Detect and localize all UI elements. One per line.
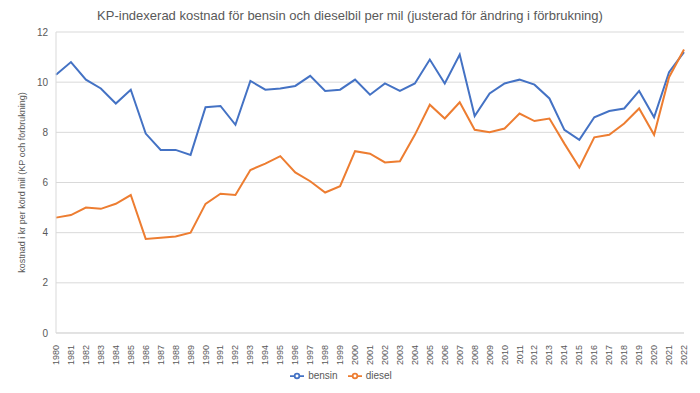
svg-text:2010: 2010 — [500, 345, 510, 365]
svg-text:4: 4 — [42, 227, 48, 238]
svg-text:1998: 1998 — [320, 345, 330, 365]
svg-text:1989: 1989 — [186, 345, 196, 365]
svg-text:2006: 2006 — [440, 345, 450, 365]
svg-text:12: 12 — [37, 27, 49, 38]
svg-text:8: 8 — [42, 127, 48, 138]
html-text:diesel: diesel — [365, 369, 392, 381]
svg-text:1983: 1983 — [96, 345, 106, 365]
svg-text:10: 10 — [37, 77, 49, 88]
svg-text:2001: 2001 — [365, 345, 375, 365]
svg-text:2013: 2013 — [544, 345, 554, 365]
svg-text:0: 0 — [42, 328, 48, 339]
svg-text:2003: 2003 — [395, 345, 405, 365]
html-text:bensin: bensin — [308, 369, 338, 381]
svg-text:2022: 2022 — [679, 345, 689, 365]
svg-text:2018: 2018 — [619, 345, 629, 365]
svg-text:2004: 2004 — [410, 345, 420, 365]
svg-text:1988: 1988 — [171, 345, 181, 365]
svg-text:2000: 2000 — [350, 345, 360, 365]
svg-text:2016: 2016 — [589, 345, 599, 365]
svg-text:1985: 1985 — [126, 345, 136, 365]
svg-text:2021: 2021 — [664, 345, 674, 365]
svg-text:1999: 1999 — [335, 345, 345, 365]
svg-text:2015: 2015 — [574, 345, 584, 365]
svg-text:2007: 2007 — [455, 345, 465, 365]
svg-text:2009: 2009 — [485, 345, 495, 365]
svg-text:1982: 1982 — [81, 345, 91, 365]
svg-text:6: 6 — [42, 177, 48, 188]
svg-text:1994: 1994 — [260, 345, 270, 365]
svg-text:1981: 1981 — [66, 345, 76, 365]
svg-text:1991: 1991 — [215, 345, 225, 365]
svg-text:1990: 1990 — [201, 345, 211, 365]
svg-text:1995: 1995 — [275, 345, 285, 365]
svg-text:2012: 2012 — [529, 345, 539, 365]
svg-text:1984: 1984 — [111, 345, 121, 365]
svg-text:2020: 2020 — [649, 345, 659, 365]
svg-text:1987: 1987 — [156, 345, 166, 365]
html-text:KP-indexerad kostnad för bensi: KP-indexerad kostnad för bensin och dies… — [97, 8, 603, 23]
svg-text:1993: 1993 — [245, 345, 255, 365]
svg-text:2005: 2005 — [425, 345, 435, 365]
svg-text:1996: 1996 — [290, 345, 300, 365]
svg-text:1997: 1997 — [305, 345, 315, 365]
svg-text:1986: 1986 — [141, 345, 151, 365]
svg-text:2019: 2019 — [634, 345, 644, 365]
svg-text:1980: 1980 — [51, 345, 61, 365]
svg-text:2014: 2014 — [559, 345, 569, 365]
svg-text:2: 2 — [42, 277, 48, 288]
svg-text:2008: 2008 — [470, 345, 480, 365]
svg-text:1992: 1992 — [230, 345, 240, 365]
svg-text:2002: 2002 — [380, 345, 390, 365]
svg-text:kostnad i kr per körd mil (KP: kostnad i kr per körd mil (KP och förbru… — [17, 92, 27, 272]
svg-text:2017: 2017 — [604, 345, 614, 365]
svg-text:2011: 2011 — [515, 345, 525, 364]
